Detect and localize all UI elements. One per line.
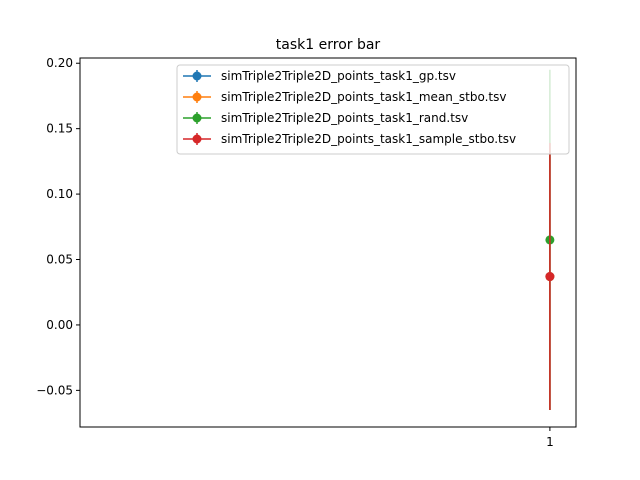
legend-marker [192,71,202,81]
y-tick-label: 0.10 [46,187,73,201]
y-tick-label: −0.05 [36,383,73,397]
plot-frame [79,57,577,428]
legend-label: simTriple2Triple2D_points_task1_rand.tsv [221,111,468,125]
series-4 [545,143,555,410]
chart-title: task1 error bar [276,37,381,53]
x-tick-label: 1 [546,435,554,449]
legend-marker [192,113,202,123]
data-point [545,272,555,282]
legend-marker [192,92,202,102]
y-tick-label: 0.15 [46,122,73,136]
legend-marker [192,134,202,144]
y-tick-label: 0.00 [46,318,73,332]
y-tick-label: 0.05 [46,253,73,267]
legend-entry: simTriple2Triple2D_points_task1_mean_stb… [183,90,506,104]
y-axis: −0.05 0.00 0.05 0.10 0.15 0.20 [36,56,80,397]
legend-entry: simTriple2Triple2D_points_task1_gp.tsv [183,69,456,83]
legend-entry: simTriple2Triple2D_points_task1_sample_s… [183,132,516,146]
legend-box [176,64,570,155]
y-tick-label: 0.20 [46,56,73,70]
legend-entry: simTriple2Triple2D_points_task1_rand.tsv [183,111,468,125]
legend-label: simTriple2Triple2D_points_task1_sample_s… [221,132,516,146]
x-axis: 1 [546,427,554,449]
legend-label: simTriple2Triple2D_points_task1_gp.tsv [221,69,456,83]
legend-label: simTriple2Triple2D_points_task1_mean_stb… [221,90,506,104]
legend: simTriple2Triple2D_points_task1_gp.tsvsi… [176,64,570,155]
